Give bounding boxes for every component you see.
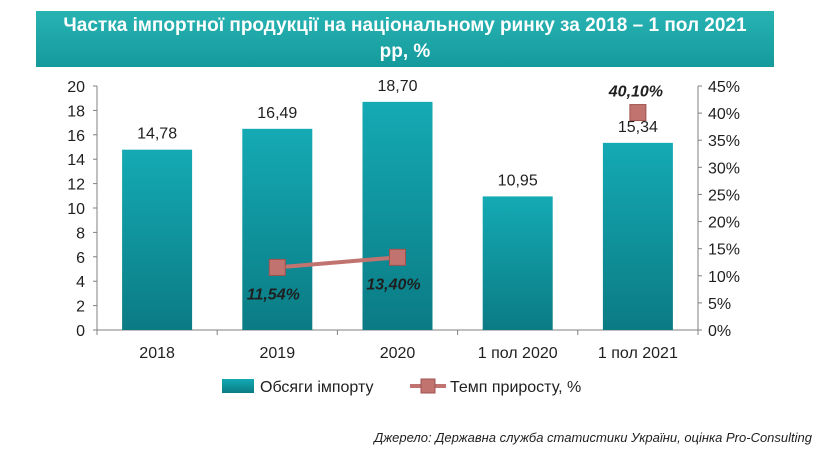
- legend-bar-label: Обсяги імпорту: [260, 379, 373, 396]
- left-tick-label: 8: [76, 225, 85, 242]
- right-tick-label: 0%: [708, 323, 731, 340]
- left-tick-label: 2: [76, 299, 85, 316]
- x-tick-label: 1 пол 2020: [478, 345, 558, 362]
- legend-bar-swatch: [222, 379, 254, 393]
- left-tick-label: 18: [67, 103, 85, 120]
- bar-value-label: 15,34: [618, 119, 658, 136]
- right-tick-label: 25%: [708, 187, 740, 204]
- bar-value-label: 16,49: [257, 105, 297, 122]
- right-tick-label: 45%: [708, 79, 740, 96]
- right-tick-label: 20%: [708, 215, 740, 232]
- bar: [602, 142, 673, 330]
- bar-value-label: 18,70: [377, 78, 417, 95]
- right-tick-label: 10%: [708, 269, 740, 286]
- bar-value-label: 10,95: [498, 172, 538, 189]
- left-tick-label: 0: [76, 323, 85, 340]
- growth-line-segment: [277, 255, 398, 270]
- legend-line-label: Темп приросту, %: [450, 379, 581, 396]
- bar: [482, 196, 553, 330]
- bar-value-label: 14,78: [137, 126, 177, 143]
- left-tick-label: 12: [67, 177, 85, 194]
- growth-value-label: 13,40%: [366, 276, 420, 293]
- chart-title-text: Частка імпортної продукції на національн…: [63, 15, 747, 62]
- bar: [362, 101, 433, 330]
- right-tick-label: 35%: [708, 133, 740, 150]
- left-tick-label: 16: [67, 128, 85, 145]
- growth-value-label: 40,10%: [608, 84, 663, 101]
- left-tick-label: 6: [76, 250, 85, 267]
- x-tick-label: 2019: [260, 345, 296, 362]
- legend-line-marker: [420, 378, 436, 394]
- left-tick-label: 20: [67, 79, 85, 96]
- right-tick-label: 30%: [708, 160, 740, 177]
- bar: [242, 128, 313, 330]
- growth-point-marker: [268, 258, 286, 276]
- bar: [122, 149, 193, 330]
- left-tick-label: 14: [67, 152, 85, 169]
- growth-point-marker: [389, 248, 406, 266]
- growth-point-marker: [629, 104, 647, 122]
- right-tick-label: 40%: [708, 106, 740, 123]
- chart-title: Частка імпортної продукції на національн…: [36, 11, 774, 67]
- right-tick-label: 5%: [708, 296, 731, 313]
- growth-value-label: 11,54%: [247, 286, 300, 303]
- source-note: Джерело: Державна служба статистики Укра…: [374, 430, 812, 445]
- x-tick-label: 1 пол 2021: [598, 345, 678, 362]
- x-tick-label: 2018: [139, 345, 175, 362]
- left-tick-label: 10: [67, 201, 85, 218]
- x-tick-label: 2020: [380, 345, 416, 362]
- left-tick-label: 4: [76, 274, 85, 291]
- right-tick-label: 15%: [708, 242, 740, 259]
